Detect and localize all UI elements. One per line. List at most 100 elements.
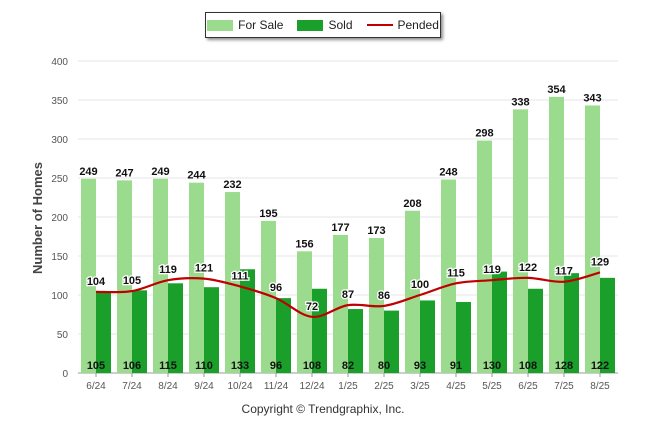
x-tick-label: 7/25 xyxy=(554,381,574,392)
pended-line xyxy=(95,271,601,318)
data-label-sold: 108 xyxy=(519,360,537,372)
legend-swatch-for-sale xyxy=(207,19,234,31)
data-label-pended: 111 xyxy=(231,270,248,282)
data-labels: 249 105 247 106 249 115 244 110 232 133 195 96 156 10… xyxy=(79,84,610,372)
y-tick-label: 150 xyxy=(51,252,68,263)
data-label-sold: 93 xyxy=(414,360,426,372)
bar-sold xyxy=(168,283,183,373)
bar-sold xyxy=(600,277,615,373)
bar-sold xyxy=(240,269,255,373)
data-label-sold: 91 xyxy=(450,360,462,372)
y-tick-label: 50 xyxy=(57,330,69,341)
data-label-sold: 110 xyxy=(195,360,213,372)
y-tick-label: 250 xyxy=(51,174,68,185)
bar-for-sale xyxy=(117,180,132,373)
data-label-for-sale: 232 xyxy=(223,179,241,191)
legend-swatch-pended xyxy=(366,24,393,26)
y-tick-label: 400 xyxy=(51,57,68,68)
bar-sold xyxy=(564,273,579,373)
data-label-sold: 115 xyxy=(159,360,177,372)
y-axis-label: Number of Homes xyxy=(30,162,45,274)
legend-swatch-sold xyxy=(297,19,324,31)
data-label-pended: 115 xyxy=(447,267,465,279)
data-label-pended: 129 xyxy=(591,256,609,268)
bar-sold xyxy=(276,298,291,373)
legend-label-for-sale: For Sale xyxy=(238,18,284,32)
data-label-pended: 87 xyxy=(342,289,354,301)
bar-for-sale xyxy=(81,178,96,373)
x-tick-label: 6/24 xyxy=(86,381,106,392)
x-tick-label: 3/25 xyxy=(410,381,430,392)
x-tick-label: 9/24 xyxy=(194,381,214,392)
data-label-for-sale: 298 xyxy=(475,128,493,140)
data-label-sold: 130 xyxy=(483,360,501,372)
data-label-for-sale: 247 xyxy=(115,167,133,179)
data-label-sold: 105 xyxy=(87,360,105,372)
data-label-for-sale: 244 xyxy=(187,170,206,182)
legend-label-pended: Pended xyxy=(397,18,439,32)
data-label-sold: 80 xyxy=(378,360,390,372)
bar-sold xyxy=(204,287,219,373)
bar-for-sale xyxy=(261,220,276,373)
x-tick-label: 12/24 xyxy=(299,381,324,392)
bar-for-sale xyxy=(549,96,564,373)
y-tick-label: 100 xyxy=(51,291,68,302)
legend-item-pended[interactable]: Pended xyxy=(366,18,439,32)
data-label-pended: 100 xyxy=(411,279,429,291)
x-tick-label: 7/24 xyxy=(122,381,142,392)
bar-for-sale xyxy=(297,251,312,373)
bar-sold xyxy=(312,288,327,373)
data-label-sold: 133 xyxy=(231,360,249,372)
legend-item-for-sale[interactable]: For Sale xyxy=(207,18,283,32)
data-label-sold: 122 xyxy=(591,360,609,372)
x-tick-label: 1/25 xyxy=(338,381,358,392)
data-label-pended: 119 xyxy=(483,264,501,276)
legend-item-sold[interactable]: Sold xyxy=(297,18,353,32)
bar-for-sale xyxy=(225,192,240,373)
x-tick-label: 6/25 xyxy=(518,381,538,392)
data-label-pended: 122 xyxy=(519,262,537,274)
bar-for-sale xyxy=(333,234,348,373)
copyright: Copyright © Trendgraphix, Inc. xyxy=(241,402,405,416)
x-tick-label: 8/25 xyxy=(590,381,610,392)
data-label-pended: 86 xyxy=(378,290,390,302)
data-label-for-sale: 338 xyxy=(511,96,529,108)
legend: For Sale Sold Pended xyxy=(205,12,441,38)
data-label-sold: 128 xyxy=(555,360,573,372)
data-label-for-sale: 248 xyxy=(439,167,457,179)
data-label-pended: 105 xyxy=(123,275,141,287)
x-tick-label: 10/24 xyxy=(227,381,252,392)
y-tick-label: 350 xyxy=(51,96,68,107)
y-tick-label: 300 xyxy=(51,135,68,146)
data-label-sold: 106 xyxy=(123,360,141,372)
bar-sold xyxy=(96,291,111,373)
bar-sold xyxy=(132,290,147,373)
data-label-for-sale: 354 xyxy=(547,84,566,96)
bar-sold xyxy=(528,288,543,373)
y-axis: 0 50 100 150 200 250 300 350 400 xyxy=(51,57,68,380)
bars xyxy=(81,96,615,374)
bar-for-sale xyxy=(477,140,492,373)
data-label-sold: 108 xyxy=(303,360,321,372)
data-label-for-sale: 156 xyxy=(295,238,313,250)
x-tick-label: 8/24 xyxy=(158,381,178,392)
data-label-for-sale: 249 xyxy=(79,166,97,178)
data-label-for-sale: 249 xyxy=(151,166,169,178)
data-label-for-sale: 177 xyxy=(331,222,349,234)
data-label-pended: 72 xyxy=(306,301,318,313)
x-tick-label: 4/25 xyxy=(446,381,466,392)
data-label-pended: 121 xyxy=(195,263,213,275)
data-label-for-sale: 343 xyxy=(583,92,601,104)
data-label-pended: 96 xyxy=(270,282,282,294)
data-label-for-sale: 208 xyxy=(403,198,421,210)
pended-line-path xyxy=(95,271,601,318)
bar-sold xyxy=(348,309,363,373)
bar-for-sale xyxy=(513,109,528,374)
y-tick-label: 0 xyxy=(62,369,68,380)
x-tick-label: 11/24 xyxy=(264,381,289,392)
x-tick-label: 5/25 xyxy=(482,381,502,392)
data-label-pended: 119 xyxy=(159,264,177,276)
x-tick-label: 2/25 xyxy=(374,381,394,392)
bar-sold xyxy=(384,310,399,373)
